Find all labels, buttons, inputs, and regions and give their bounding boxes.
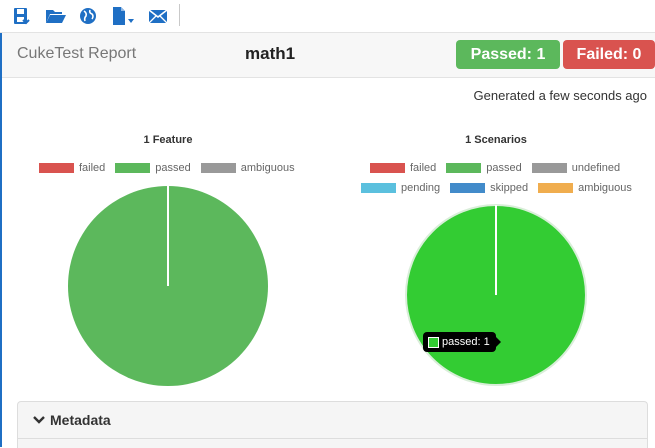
globe-icon (80, 8, 96, 24)
legend-swatch-failed (370, 163, 405, 173)
legend-label: pending (401, 182, 441, 194)
legend-label: failed (410, 162, 437, 174)
legend-item-pending[interactable]: pending (361, 182, 440, 194)
app-title: CukeTest Report (17, 45, 137, 62)
legend-label: undefined (571, 162, 621, 174)
legend-label: ambiguous (578, 182, 632, 194)
metadata-toggle[interactable]: Metadata (18, 402, 647, 439)
failed-badge[interactable]: Failed: 0 (563, 40, 655, 69)
open-folder-icon (46, 10, 66, 23)
legend-item-failed[interactable]: failed (370, 162, 436, 174)
legend-label: passed (486, 162, 522, 174)
email-button[interactable] (148, 5, 168, 27)
tooltip-swatch (428, 336, 439, 348)
window-edge (0, 33, 2, 447)
legend-swatch-pending (361, 183, 396, 193)
save-icon (14, 8, 30, 25)
legend-label: passed (155, 162, 191, 174)
legend-swatch-skipped (450, 183, 486, 193)
scenarios-pie-chart[interactable] (404, 203, 588, 387)
legend-swatch-ambiguous (200, 163, 236, 173)
web-button[interactable] (78, 5, 98, 27)
legend-item-failed[interactable]: failed (39, 162, 105, 174)
scenarios-chart-legend-row-1: failed passed undefined (370, 162, 620, 174)
legend-item-ambiguous[interactable]: ambiguous (538, 182, 632, 194)
toolbar-divider (179, 4, 180, 26)
chevron-down-icon (33, 416, 45, 424)
scenarios-chart-legend-row-2: pending skipped ambiguous (361, 182, 632, 194)
feature-chart-legend: failed passed ambiguous (39, 162, 295, 174)
legend-swatch-undefined (531, 163, 567, 173)
toolbar (0, 0, 655, 33)
legend-item-ambiguous[interactable]: ambiguous (200, 162, 295, 174)
legend-swatch-failed (39, 163, 74, 173)
save-button[interactable] (12, 5, 32, 27)
passed-badge[interactable]: Passed: 1 (456, 40, 560, 69)
feature-chart-title: 1 Feature (143, 134, 193, 146)
tooltip-text: passed: 1 (442, 336, 490, 348)
chart-tooltip: passed: 1 (423, 332, 501, 352)
page-title: math1 (245, 44, 296, 63)
generated-time: Generated a few seconds ago (473, 88, 647, 103)
legend-item-passed[interactable]: passed (115, 162, 191, 174)
legend-label: failed (79, 162, 106, 174)
legend-swatch-passed (115, 163, 151, 173)
legend-swatch-passed (446, 163, 482, 173)
legend-item-undefined[interactable]: undefined (531, 162, 621, 174)
legend-item-skipped[interactable]: skipped (450, 182, 528, 194)
report-header: CukeTest Report math1 Passed: 1 Failed: … (2, 33, 655, 78)
document-menu-button[interactable] (110, 5, 138, 27)
scenarios-chart-title: 1 Scenarios (465, 134, 527, 146)
legend-label: ambiguous (240, 162, 295, 174)
legend-item-passed[interactable]: passed (446, 162, 522, 174)
envelope-icon (148, 9, 168, 24)
feature-pie-chart[interactable] (66, 184, 270, 388)
metadata-title: Metadata (50, 412, 111, 428)
legend-swatch-ambiguous (538, 183, 574, 193)
metadata-panel: Metadata (17, 401, 648, 448)
open-button[interactable] (45, 5, 67, 27)
document-dropdown-icon (113, 7, 134, 25)
legend-label: skipped (490, 182, 529, 194)
